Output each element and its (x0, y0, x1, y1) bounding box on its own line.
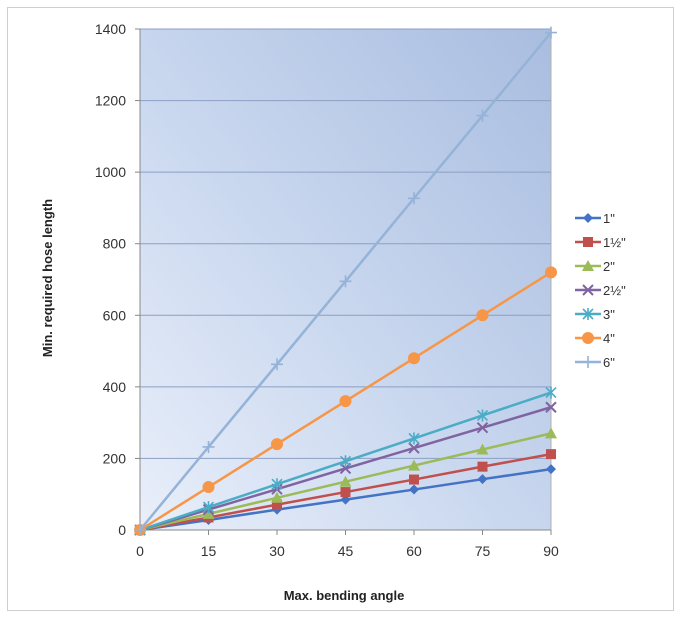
y-tick-label: 200 (103, 450, 127, 466)
legend-item: 6" (575, 355, 615, 370)
legend-label: 6" (603, 355, 615, 370)
legend-marker (582, 356, 594, 368)
legend-marker (582, 332, 594, 344)
data-point (546, 449, 556, 460)
legend-item: 2" (575, 259, 615, 274)
data-point (477, 474, 488, 485)
y-tick-label: 600 (103, 307, 127, 323)
legend-item: 3" (575, 307, 615, 322)
legend-label: 1½" (603, 235, 626, 250)
y-axis-title: Min. required hose length (40, 199, 55, 357)
x-tick-label: 15 (201, 543, 217, 559)
data-point (202, 440, 215, 453)
legend-item: 1" (575, 211, 615, 226)
data-point (272, 499, 282, 510)
legend: 1" 1½" 2" 2½" 3" 4" 6" (575, 211, 626, 370)
legend-item: 4" (575, 331, 615, 346)
legend-marker (582, 260, 594, 271)
x-tick-label: 0 (136, 543, 144, 559)
data-point (476, 443, 489, 455)
data-point (408, 442, 420, 454)
data-point (409, 484, 419, 495)
x-tick-label: 45 (338, 543, 354, 559)
series-layer (134, 26, 557, 536)
data-point (202, 501, 215, 514)
data-point (545, 401, 557, 413)
data-point (545, 427, 557, 439)
y-tick-label: 400 (103, 379, 127, 395)
legend-marker (582, 308, 594, 320)
y-tick-label: 1000 (95, 164, 126, 180)
legend-item: 2½" (575, 283, 626, 298)
data-point (408, 192, 420, 205)
x-tick-label: 90 (543, 543, 559, 559)
data-point (545, 386, 557, 399)
data-point (408, 352, 420, 365)
legend-label: 1" (603, 211, 615, 226)
data-point (477, 461, 488, 472)
data-point (339, 455, 352, 468)
y-tick-label: 800 (103, 236, 127, 252)
series-6 (134, 26, 557, 536)
data-point (409, 474, 419, 485)
data-point (546, 464, 556, 475)
x-tick-label: 75 (475, 543, 491, 559)
data-point (340, 487, 351, 498)
data-point (545, 26, 557, 39)
data-point (271, 491, 283, 503)
data-point (271, 478, 283, 491)
data-point (476, 409, 489, 422)
data-point (476, 109, 489, 122)
data-point (408, 459, 420, 471)
legend-label: 3" (603, 307, 615, 322)
legend-item: 1½" (575, 235, 626, 250)
legend-marker (583, 213, 593, 223)
x-tick-label: 30 (269, 543, 285, 559)
y-tick-label: 1200 (95, 93, 126, 109)
legend-label: 4" (603, 331, 615, 346)
legend-marker (582, 284, 594, 296)
tick-labels: 0 200 400 600 800 1000 1200 1400 0 15 30 45 60 75 90 (95, 21, 559, 559)
data-point (339, 475, 352, 487)
legend-marker (583, 237, 593, 247)
data-point (134, 524, 146, 536)
data-point (271, 438, 283, 451)
data-point (202, 507, 215, 519)
data-point (271, 358, 283, 371)
x-axis-title: Max. bending angle (284, 588, 405, 603)
data-point (545, 266, 557, 279)
data-point (476, 309, 489, 322)
y-tick-label: 1400 (95, 21, 126, 37)
legend-label: 2½" (603, 283, 626, 298)
legend-label: 2" (603, 259, 615, 274)
data-point (340, 494, 351, 505)
data-point (476, 421, 489, 434)
data-point (202, 481, 215, 494)
data-point (339, 395, 352, 408)
data-point (339, 275, 352, 288)
y-tick-label: 0 (118, 522, 126, 538)
x-tick-label: 60 (406, 543, 422, 559)
data-point (408, 432, 420, 445)
grid-lines (140, 28, 551, 459)
